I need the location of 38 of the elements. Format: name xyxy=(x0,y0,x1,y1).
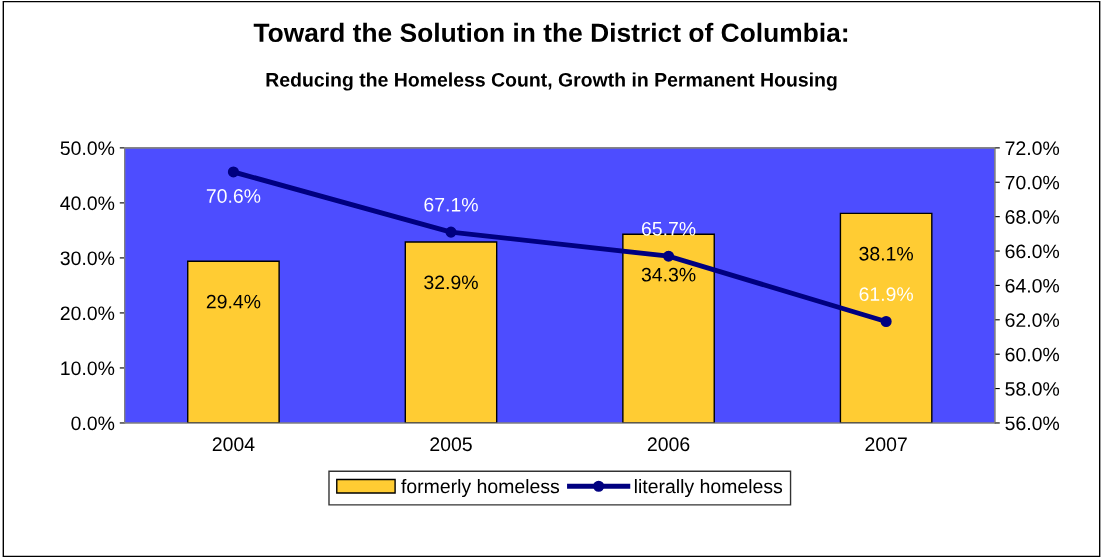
legend-label: literally homeless xyxy=(634,478,783,498)
bar xyxy=(404,241,498,423)
y-tick-label: 30.0% xyxy=(60,251,115,266)
y2-tick-label: 58.0% xyxy=(1005,382,1060,396)
y-tick-label: 20.0% xyxy=(60,306,115,321)
data-label: 70.6% xyxy=(206,189,261,203)
x-tick-label: 2004 xyxy=(212,437,255,452)
y2-tick-label: 72.0% xyxy=(1005,141,1060,156)
x-tick-label: 2007 xyxy=(865,437,907,452)
y2-tick-label: 68.0% xyxy=(1005,210,1060,224)
bar xyxy=(839,212,933,423)
chart-subtitle: Reducing the Homeless Count, Growth in Permanent Housing xyxy=(266,72,837,91)
data-label: 67.1% xyxy=(424,197,478,212)
y2-tick-label: 62.0% xyxy=(1005,313,1060,328)
point xyxy=(662,250,675,262)
chart-title: Toward the Solution in the District of Columbia: xyxy=(253,22,848,43)
y-tick-label: 10.0% xyxy=(61,361,115,376)
y-tick-label: 40.0% xyxy=(60,196,115,211)
point xyxy=(227,166,239,178)
point xyxy=(445,226,457,238)
data-label: 61.9% xyxy=(859,287,913,302)
data-label: 32.9% xyxy=(424,275,478,290)
data-label: 29.4% xyxy=(206,294,261,309)
point xyxy=(880,315,892,328)
y-tick-label: 50.0% xyxy=(60,141,115,156)
y2-tick-label: 56.0% xyxy=(1005,416,1060,431)
y2-tick-label: 64.0% xyxy=(1005,278,1060,293)
x-tick-label: 2005 xyxy=(430,437,472,452)
x-tick-label: 2006 xyxy=(647,437,690,452)
legend-label: formerly homeless xyxy=(401,478,560,498)
y2-tick-label: 66.0% xyxy=(1005,244,1060,259)
data-label: 34.3% xyxy=(641,267,696,282)
y-tick-label: 0.0% xyxy=(71,416,115,431)
data-label: 38.1% xyxy=(859,246,913,261)
data-label: 65.7% xyxy=(641,221,696,236)
bar xyxy=(187,260,280,423)
y2-tick-label: 60.0% xyxy=(1005,347,1060,362)
y2-tick-label: 70.0% xyxy=(1005,175,1060,190)
